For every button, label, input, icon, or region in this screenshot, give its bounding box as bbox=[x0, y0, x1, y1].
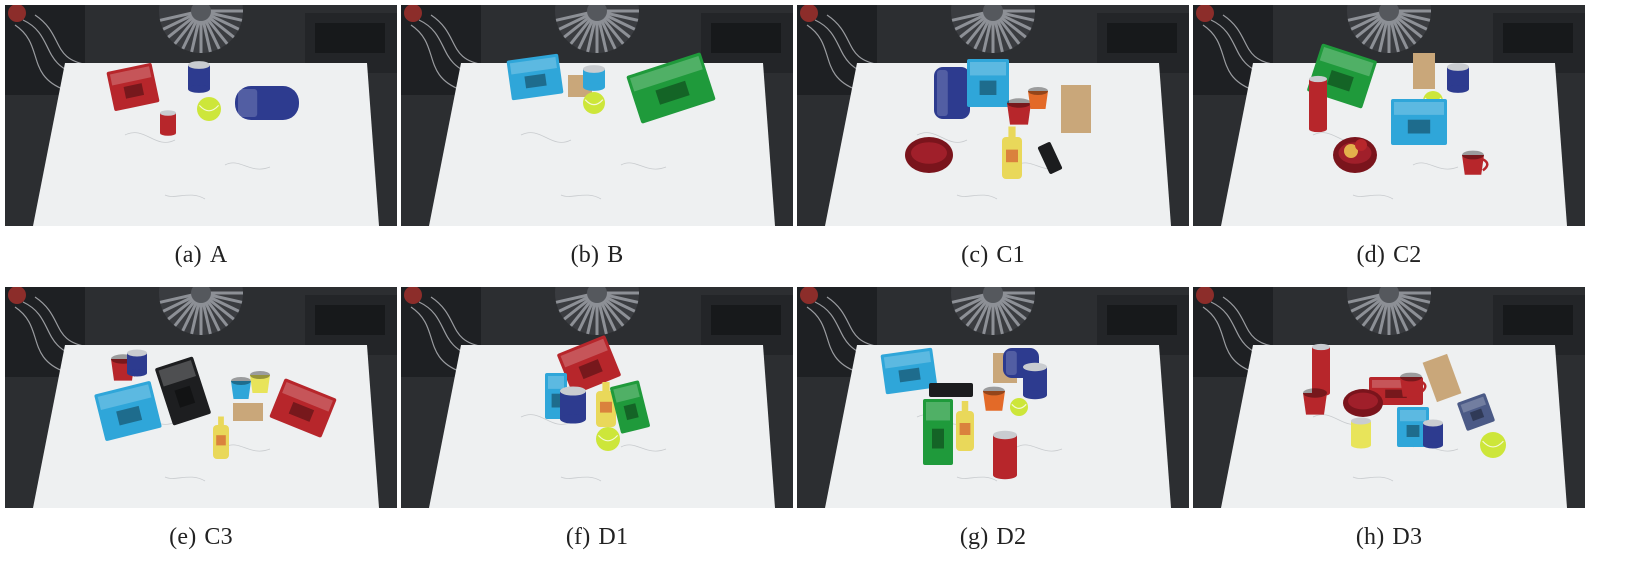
scene-image bbox=[1193, 287, 1585, 508]
scene-photo bbox=[1193, 287, 1585, 508]
scene-objects bbox=[506, 52, 716, 124]
caption-scene-name: D2 bbox=[996, 524, 1027, 550]
caption-scene-name: D1 bbox=[598, 524, 629, 550]
panel-c2: (d) C2 bbox=[1193, 5, 1585, 268]
scene-image bbox=[401, 5, 793, 226]
scene-photo bbox=[5, 287, 397, 508]
scene-objects bbox=[1303, 343, 1506, 458]
panel-caption: (e) C3 bbox=[5, 524, 397, 551]
caption-scene-name: A bbox=[209, 242, 228, 268]
panel-caption: (a) A bbox=[5, 242, 397, 269]
scene-objects bbox=[106, 61, 299, 136]
caption-label: (c) bbox=[961, 242, 989, 268]
panel-d1: (f) D1 bbox=[401, 287, 793, 550]
scene-image bbox=[797, 5, 1189, 226]
table-surface bbox=[1221, 345, 1567, 508]
panel-caption: (h) D3 bbox=[1193, 524, 1585, 551]
fan-wheel bbox=[159, 287, 243, 335]
panel-c1: (c) C1 bbox=[797, 5, 1189, 268]
scene-photo bbox=[401, 287, 793, 508]
fan-wheel bbox=[555, 5, 639, 53]
scene-objects bbox=[545, 335, 650, 451]
panel-d2: (g) D2 bbox=[797, 287, 1189, 550]
scene-image bbox=[401, 287, 793, 508]
caption-scene-name: D3 bbox=[1392, 524, 1423, 550]
panel-caption: (d) C2 bbox=[1193, 242, 1585, 269]
scene-objects bbox=[880, 347, 1047, 480]
scene-image bbox=[1193, 5, 1585, 226]
caption-scene-name: C3 bbox=[204, 524, 233, 550]
scene-photo bbox=[797, 287, 1189, 508]
scene-photo bbox=[797, 5, 1189, 226]
fan-wheel bbox=[555, 287, 639, 335]
caption-label: (h) bbox=[1355, 524, 1385, 550]
scene-photo bbox=[1193, 5, 1585, 226]
fan-wheel bbox=[1347, 287, 1431, 335]
caption-label: (a) bbox=[174, 242, 202, 268]
scene-photo bbox=[401, 5, 793, 226]
fan-wheel bbox=[159, 5, 243, 53]
scene-objects bbox=[905, 59, 1091, 179]
panel-d3: (h) D3 bbox=[1193, 287, 1585, 550]
scene-objects bbox=[1307, 43, 1489, 175]
caption-label: (f) bbox=[565, 524, 591, 550]
scene-image bbox=[5, 287, 397, 508]
panel-caption: (f) D1 bbox=[401, 524, 793, 551]
panel-c3: (e) C3 bbox=[5, 287, 397, 550]
caption-scene-name: B bbox=[607, 242, 624, 268]
scene-objects bbox=[94, 349, 337, 459]
fan-wheel bbox=[951, 5, 1035, 53]
panel-a: (a) A bbox=[5, 5, 397, 268]
caption-label: (g) bbox=[959, 524, 989, 550]
caption-scene-name: C2 bbox=[1393, 242, 1422, 268]
fan-wheel bbox=[1347, 5, 1431, 53]
caption-scene-name: C1 bbox=[996, 242, 1025, 268]
panel-b: (b) B bbox=[401, 5, 793, 268]
panel-caption: (c) C1 bbox=[797, 242, 1189, 269]
caption-label: (e) bbox=[169, 524, 197, 550]
scene-photo bbox=[5, 5, 397, 226]
panel-caption: (b) B bbox=[401, 242, 793, 269]
table-surface bbox=[33, 345, 379, 508]
caption-label: (d) bbox=[1356, 242, 1386, 268]
scene-image bbox=[5, 5, 397, 226]
panel-caption: (g) D2 bbox=[797, 524, 1189, 551]
caption-label: (b) bbox=[570, 242, 600, 268]
scene-image bbox=[797, 287, 1189, 508]
fan-wheel bbox=[951, 287, 1035, 335]
